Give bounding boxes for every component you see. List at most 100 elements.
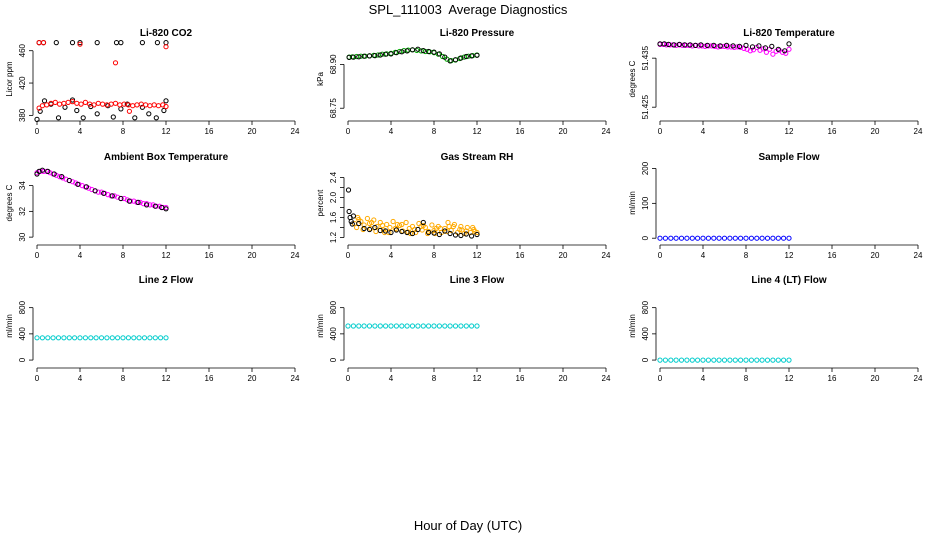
data-point bbox=[146, 111, 152, 117]
data-point bbox=[61, 100, 67, 106]
y-tick-label: 1.6 bbox=[329, 211, 338, 223]
data-point bbox=[442, 54, 448, 60]
data-point bbox=[749, 44, 756, 50]
x-tick-label: 20 bbox=[248, 251, 257, 260]
y-tick-label: 400 bbox=[18, 327, 27, 341]
y-tick-label: 460 bbox=[18, 43, 27, 57]
data-point bbox=[748, 357, 755, 363]
data-point bbox=[141, 335, 148, 341]
data-point bbox=[775, 357, 781, 363]
series-average bbox=[346, 47, 480, 64]
data-point bbox=[147, 202, 153, 208]
panel-title: Gas Stream RH bbox=[441, 152, 514, 163]
data-point bbox=[704, 42, 710, 49]
data-point bbox=[118, 40, 124, 46]
data-point bbox=[469, 323, 475, 329]
x-tick-label: 8 bbox=[121, 127, 126, 136]
data-point bbox=[399, 323, 405, 329]
data-point bbox=[425, 230, 431, 237]
y-tick-label: 200 bbox=[641, 161, 650, 175]
data-point bbox=[404, 323, 410, 329]
data-point bbox=[45, 335, 51, 341]
data-point bbox=[436, 51, 442, 57]
x-tick-label: 12 bbox=[162, 127, 171, 136]
data-point bbox=[55, 115, 62, 121]
data-point bbox=[754, 235, 760, 241]
data-point bbox=[350, 54, 356, 60]
x-tick-label: 16 bbox=[205, 127, 214, 136]
x-tick-label: 16 bbox=[828, 127, 837, 136]
data-point bbox=[695, 235, 701, 241]
y-tick-label: 2.0 bbox=[329, 191, 338, 203]
data-point bbox=[469, 233, 475, 239]
series-outliers bbox=[36, 40, 169, 114]
data-point bbox=[366, 323, 373, 329]
x-tick-label: 8 bbox=[744, 374, 749, 383]
y-axis-label: percent bbox=[316, 189, 325, 216]
data-point bbox=[361, 323, 367, 329]
x-tick-label: 0 bbox=[35, 374, 40, 383]
data-point bbox=[345, 323, 351, 329]
panel-title: Li-820 Temperature bbox=[743, 28, 835, 39]
y-tick-label: 51.425 bbox=[641, 94, 650, 119]
data-point bbox=[415, 226, 421, 233]
data-point bbox=[134, 102, 140, 108]
data-point bbox=[388, 51, 394, 57]
data-point bbox=[120, 335, 126, 341]
panel-li-820-temperature: Li-820 Temperature degrees C 0 4 8 12 16 20 24 51… bbox=[628, 28, 923, 136]
data-point bbox=[469, 53, 475, 59]
x-tick-label: 16 bbox=[828, 251, 837, 260]
data-point bbox=[786, 357, 792, 363]
y-axis-label: degrees C bbox=[628, 60, 637, 97]
data-point bbox=[372, 323, 378, 329]
data-point bbox=[764, 235, 771, 241]
x-tick-label: 20 bbox=[559, 374, 568, 383]
data-point bbox=[666, 41, 672, 48]
data-point bbox=[420, 48, 426, 54]
y-tick-label: 68.90 bbox=[329, 54, 338, 75]
data-point bbox=[66, 177, 72, 184]
data-point bbox=[50, 335, 56, 341]
x-tick-label: 16 bbox=[828, 374, 837, 383]
data-point bbox=[112, 100, 119, 106]
data-point bbox=[770, 235, 776, 241]
data-point bbox=[383, 323, 389, 329]
data-point bbox=[748, 235, 755, 241]
data-point bbox=[782, 48, 788, 54]
y-tick-label: 420 bbox=[18, 76, 27, 90]
x-tick-label: 20 bbox=[248, 374, 257, 383]
y-tick-label: 380 bbox=[18, 108, 27, 122]
x-tick-label: 20 bbox=[871, 374, 880, 383]
data-point bbox=[383, 228, 389, 234]
data-point bbox=[377, 227, 383, 234]
data-point bbox=[40, 40, 47, 46]
data-point bbox=[680, 42, 686, 49]
data-point bbox=[345, 187, 352, 193]
data-point bbox=[399, 228, 405, 235]
y-tick-label: 0 bbox=[641, 357, 650, 362]
data-point bbox=[684, 357, 690, 363]
panel-title: Sample Flow bbox=[758, 152, 819, 163]
x-tick-label: 0 bbox=[658, 127, 663, 136]
data-point bbox=[705, 235, 712, 241]
x-tick-label: 20 bbox=[559, 251, 568, 260]
data-point bbox=[163, 206, 169, 212]
data-point bbox=[356, 220, 362, 227]
data-point bbox=[463, 53, 469, 60]
data-point bbox=[736, 43, 743, 50]
data-point bbox=[732, 235, 738, 241]
panel-li-820-pressure: Li-820 Pressure kPa 0 4 8 12 16 20 24 68.75 68.90 bbox=[316, 28, 611, 136]
data-point bbox=[662, 357, 669, 363]
data-point bbox=[724, 42, 730, 49]
data-point bbox=[388, 323, 394, 329]
data-point bbox=[717, 43, 723, 49]
data-point bbox=[147, 103, 153, 109]
data-point bbox=[39, 103, 46, 109]
data-point bbox=[132, 115, 138, 121]
data-point bbox=[135, 199, 141, 205]
data-point bbox=[442, 228, 448, 234]
y-axis-label: ml/min bbox=[628, 314, 637, 338]
data-point bbox=[80, 115, 86, 121]
panel-line-3-flow: Line 3 Flow ml/min 0 4 8 12 16 20 24 0 400 800 bbox=[316, 275, 611, 383]
